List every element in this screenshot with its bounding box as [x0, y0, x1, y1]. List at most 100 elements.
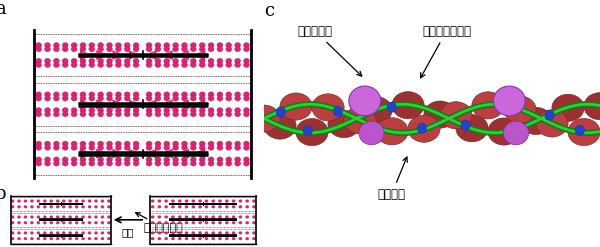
Ellipse shape [208, 107, 214, 113]
Ellipse shape [35, 145, 41, 150]
Ellipse shape [62, 42, 68, 48]
Ellipse shape [62, 216, 65, 218]
Ellipse shape [133, 92, 139, 97]
Ellipse shape [106, 157, 113, 162]
Ellipse shape [244, 161, 250, 166]
Ellipse shape [208, 96, 214, 101]
Ellipse shape [244, 58, 250, 64]
Ellipse shape [37, 200, 40, 203]
Ellipse shape [245, 216, 249, 218]
Ellipse shape [133, 58, 139, 64]
Ellipse shape [208, 161, 214, 166]
Ellipse shape [37, 221, 40, 224]
Ellipse shape [190, 145, 196, 150]
Ellipse shape [71, 107, 77, 113]
Ellipse shape [71, 96, 77, 101]
Ellipse shape [208, 157, 214, 162]
Ellipse shape [212, 216, 215, 218]
Ellipse shape [181, 157, 188, 162]
Ellipse shape [164, 205, 168, 208]
Ellipse shape [44, 46, 50, 52]
Ellipse shape [68, 221, 72, 224]
Ellipse shape [35, 157, 41, 162]
Ellipse shape [146, 145, 152, 150]
Ellipse shape [232, 216, 235, 218]
Ellipse shape [101, 237, 104, 240]
Ellipse shape [71, 157, 77, 162]
Ellipse shape [235, 145, 241, 150]
Ellipse shape [89, 145, 95, 150]
Ellipse shape [106, 111, 113, 117]
Ellipse shape [472, 92, 504, 119]
Ellipse shape [56, 205, 59, 208]
Ellipse shape [24, 231, 27, 234]
Ellipse shape [199, 62, 205, 68]
Ellipse shape [218, 231, 222, 234]
Text: b: b [0, 185, 6, 203]
Ellipse shape [181, 111, 188, 117]
Ellipse shape [98, 141, 104, 146]
Ellipse shape [80, 157, 86, 162]
Ellipse shape [37, 237, 40, 240]
Ellipse shape [62, 205, 65, 208]
Ellipse shape [17, 231, 20, 234]
Ellipse shape [226, 111, 232, 117]
Ellipse shape [252, 200, 256, 203]
Ellipse shape [217, 111, 223, 117]
Ellipse shape [53, 62, 59, 68]
Ellipse shape [218, 237, 222, 240]
Ellipse shape [212, 237, 215, 240]
Ellipse shape [164, 161, 170, 166]
Ellipse shape [146, 58, 152, 64]
Ellipse shape [31, 205, 34, 208]
Ellipse shape [171, 231, 175, 234]
Ellipse shape [252, 216, 256, 218]
Ellipse shape [50, 205, 53, 208]
Ellipse shape [501, 102, 511, 112]
Ellipse shape [191, 221, 195, 224]
Ellipse shape [225, 216, 229, 218]
Ellipse shape [94, 200, 98, 203]
Ellipse shape [217, 58, 223, 64]
Ellipse shape [50, 231, 53, 234]
Ellipse shape [107, 216, 110, 218]
Ellipse shape [80, 161, 86, 166]
Ellipse shape [146, 62, 152, 68]
Ellipse shape [44, 58, 50, 64]
Ellipse shape [11, 205, 14, 208]
Ellipse shape [226, 92, 232, 97]
Ellipse shape [124, 42, 130, 48]
Ellipse shape [71, 145, 77, 150]
Ellipse shape [124, 111, 130, 117]
Ellipse shape [239, 216, 242, 218]
Ellipse shape [226, 161, 232, 166]
Ellipse shape [245, 231, 249, 234]
Ellipse shape [68, 205, 72, 208]
Ellipse shape [226, 46, 232, 52]
Ellipse shape [31, 200, 34, 203]
Ellipse shape [50, 237, 53, 240]
Ellipse shape [80, 58, 86, 64]
Ellipse shape [181, 145, 188, 150]
Ellipse shape [461, 120, 470, 130]
Ellipse shape [115, 46, 121, 52]
Ellipse shape [440, 102, 472, 129]
Ellipse shape [44, 92, 50, 97]
Ellipse shape [185, 205, 188, 208]
Ellipse shape [158, 237, 161, 240]
Ellipse shape [35, 58, 41, 64]
Ellipse shape [158, 205, 161, 208]
Ellipse shape [146, 111, 152, 117]
Ellipse shape [185, 200, 188, 203]
Ellipse shape [276, 107, 286, 117]
Ellipse shape [17, 205, 20, 208]
Ellipse shape [226, 62, 232, 68]
Ellipse shape [133, 46, 139, 52]
Ellipse shape [101, 205, 104, 208]
Ellipse shape [217, 46, 223, 52]
Ellipse shape [98, 96, 104, 101]
Ellipse shape [217, 141, 223, 146]
Ellipse shape [235, 107, 241, 113]
Ellipse shape [217, 107, 223, 113]
Ellipse shape [35, 161, 41, 166]
